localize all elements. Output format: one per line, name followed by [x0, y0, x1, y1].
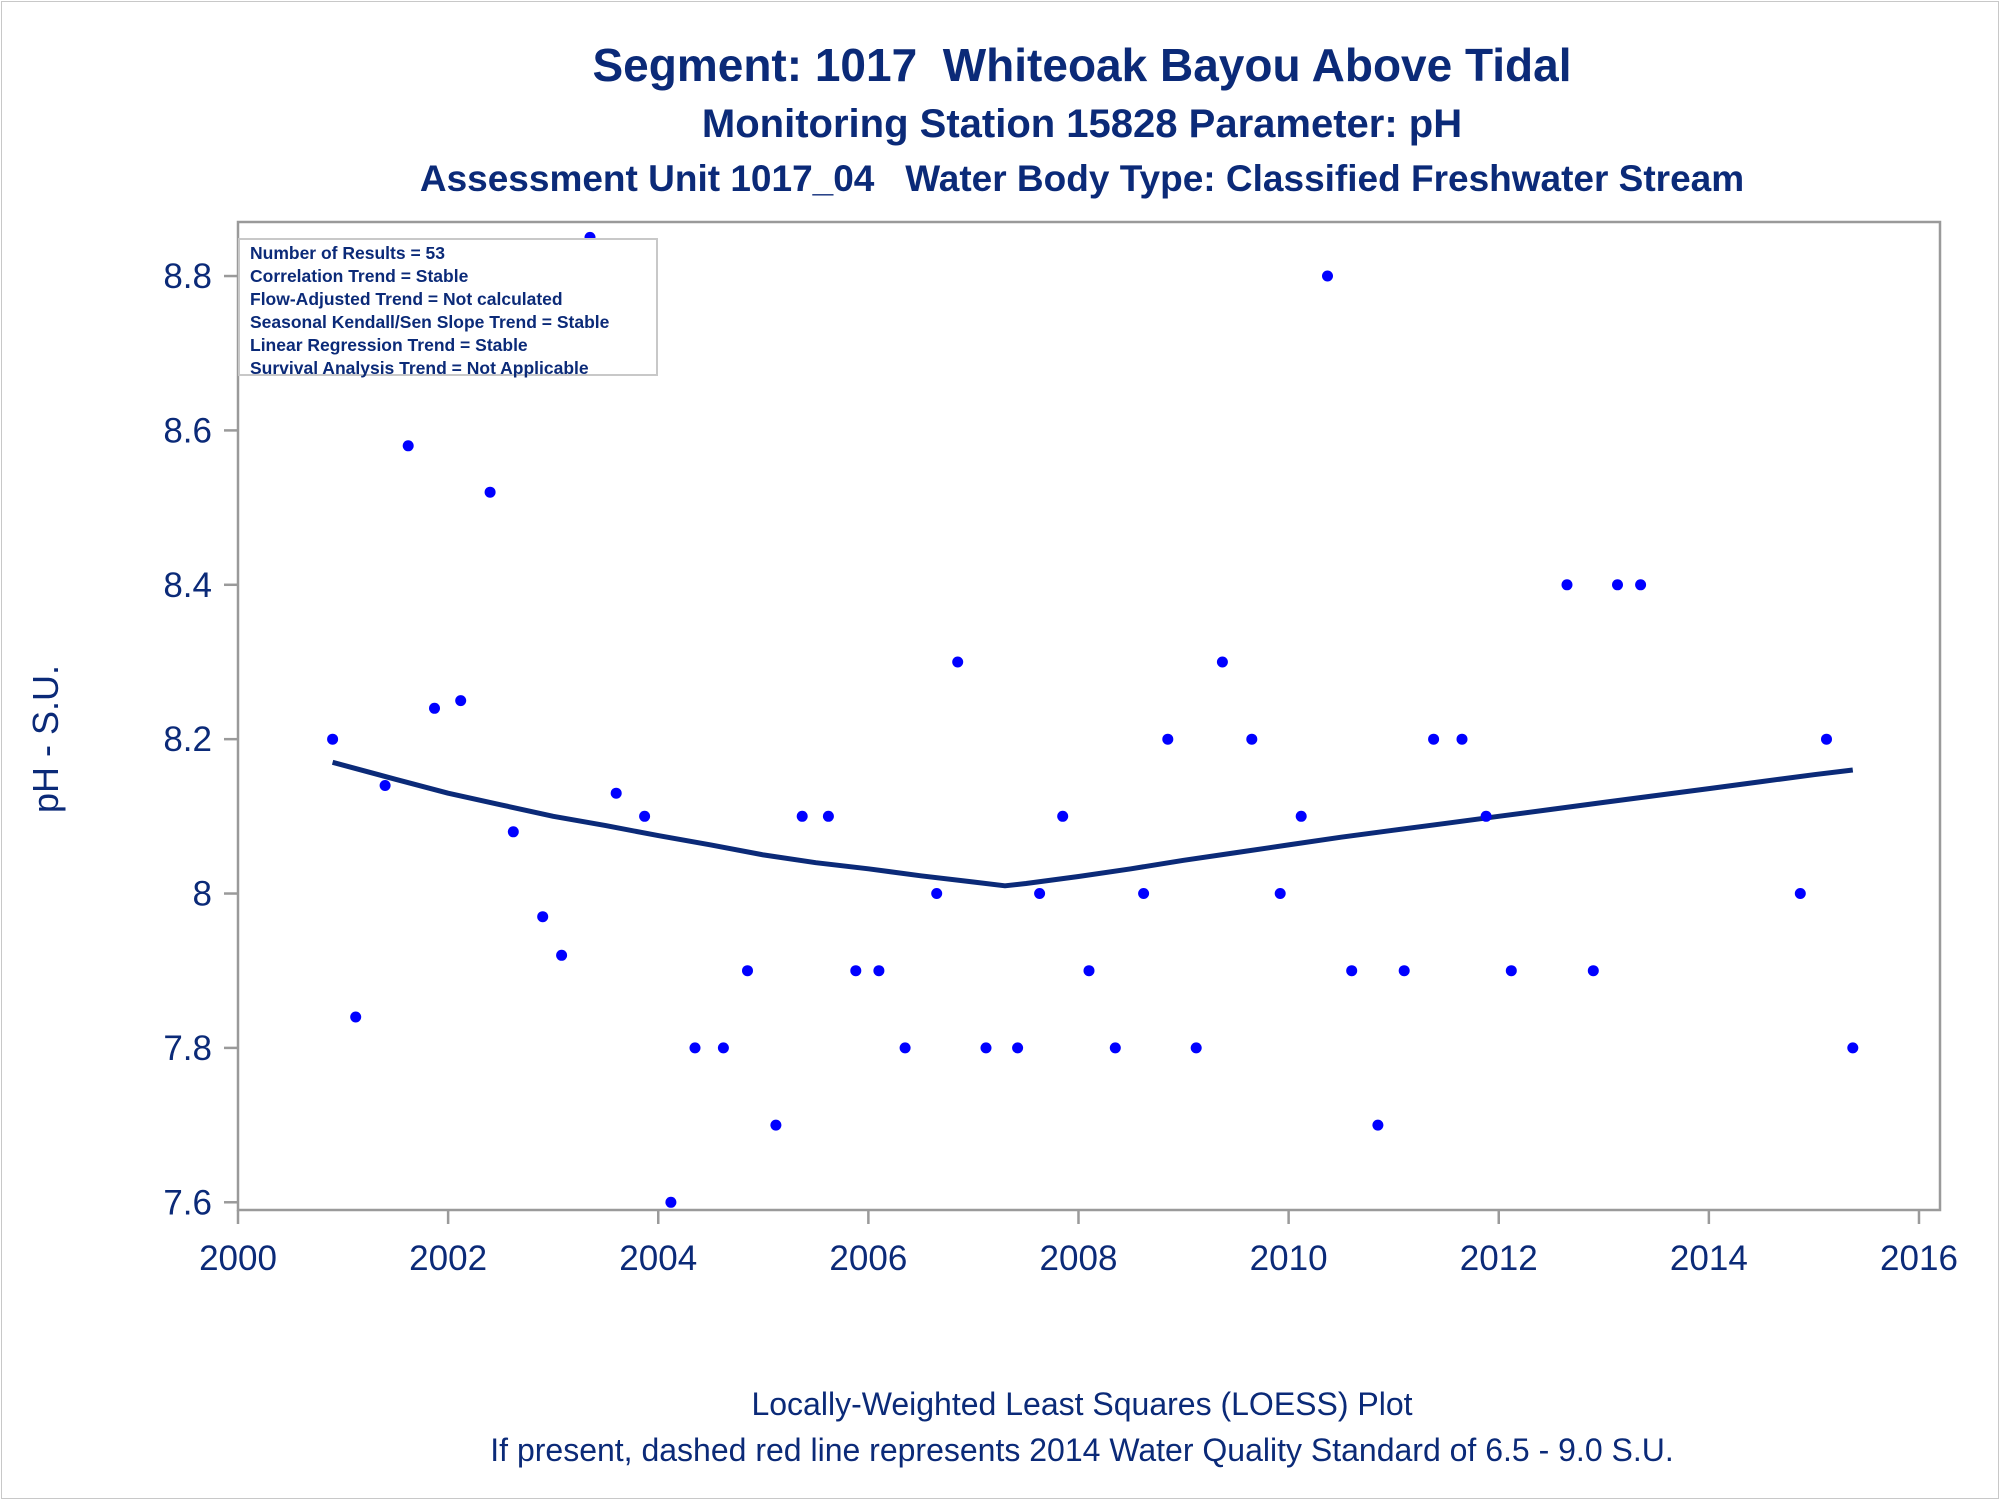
data-point-27: [1012, 1042, 1024, 1054]
data-point-35: [1216, 656, 1228, 668]
y-tick-label-7.6: 7.6: [163, 1183, 212, 1222]
data-point-38: [1295, 810, 1307, 822]
data-point-24: [931, 888, 943, 899]
loess-line: [331, 759, 1854, 889]
y-tick-label-7.8: 7.8: [163, 1029, 212, 1068]
data-point-37: [1274, 888, 1286, 899]
x-tick-label-2010: 2010: [1250, 1239, 1328, 1278]
chart-subtitle-2: Assessment Unit 1017_04 Water Body Type:…: [419, 158, 1745, 199]
data-point-22: [873, 965, 885, 977]
data-point-45: [1480, 810, 1492, 822]
data-point-53: [1847, 1042, 1859, 1054]
data-point-46: [1505, 965, 1517, 977]
data-point-20: [822, 810, 834, 822]
chart-subtitle: Monitoring Station 15828 Parameter: pH: [701, 102, 1463, 146]
data-point-17: [742, 965, 753, 977]
data-point-5: [429, 702, 440, 714]
x-axis: 2000 2002 2004 2006 2008 2010 2012 2014 2016: [199, 1210, 1958, 1278]
data-point-50: [1635, 579, 1647, 591]
data-point-13: [639, 810, 651, 822]
data-point-40: [1346, 965, 1358, 977]
y-tick-label-8.6: 8.6: [163, 411, 212, 450]
data-point-14: [665, 1196, 677, 1208]
footnote-loess: Locally-Weighted Least Squares (LOESS) P…: [751, 1386, 1413, 1422]
data-point-47: [1561, 579, 1573, 591]
data-point-30: [1083, 965, 1095, 977]
data-point-8: [507, 826, 519, 838]
data-point-43: [1428, 733, 1440, 745]
data-point-3: [379, 780, 391, 791]
data-point-42: [1398, 965, 1410, 977]
footnote-standard: If present, dashed red line represents 2…: [490, 1432, 1674, 1468]
data-point-49: [1612, 579, 1623, 591]
data-point-12: [610, 787, 622, 799]
x-tick-label-2016: 2016: [1880, 1239, 1958, 1278]
data-point-9: [537, 911, 549, 923]
data-point-51: [1794, 888, 1806, 899]
y-tick-label-8.2: 8.2: [163, 720, 212, 759]
y-tick-label-8: 8: [193, 875, 212, 914]
data-point-19: [796, 810, 808, 822]
info-flow-adjusted-trend: Flow-Adjusted Trend = Not calculated: [250, 289, 563, 309]
x-tick-label-2006: 2006: [829, 1239, 907, 1278]
data-point-52: [1821, 733, 1832, 745]
chart-title: Segment: 1017 Whiteoak Bayou Above Tidal: [592, 39, 1572, 91]
x-tick-label-2004: 2004: [619, 1239, 697, 1278]
data-point-6: [455, 695, 467, 707]
info-number-of-results: Number of Results = 53: [250, 243, 445, 263]
data-point-18: [770, 1119, 782, 1131]
data-point-26: [980, 1042, 992, 1054]
data-point-1: [327, 733, 339, 745]
data-point-10: [556, 949, 568, 961]
data-point-21: [850, 965, 862, 977]
info-seasonal-kendall-trend: Seasonal Kendall/Sen Slope Trend = Stabl…: [250, 312, 610, 332]
info-linear-regression-trend: Linear Regression Trend = Stable: [250, 335, 528, 355]
data-point-25: [952, 656, 964, 668]
y-tick-label-8.8: 8.8: [163, 257, 212, 296]
x-tick-label-2008: 2008: [1040, 1239, 1118, 1278]
y-tick-label-8.4: 8.4: [163, 566, 212, 605]
x-tick-label-2000: 2000: [199, 1239, 277, 1278]
data-point-2: [350, 1011, 362, 1023]
data-point-48: [1587, 965, 1599, 977]
data-point-7: [484, 486, 496, 498]
data-point-34: [1190, 1042, 1202, 1054]
data-point-29: [1057, 810, 1069, 822]
y-axis: 7.6 7.8 8 8.2 8.4 8.6 8.8: [163, 257, 238, 1222]
data-point-23: [899, 1042, 911, 1054]
info-survival-analysis-trend: Survival Analysis Trend = Not Applicable: [250, 358, 589, 378]
data-point-44: [1456, 733, 1468, 745]
data-point-39: [1322, 270, 1333, 282]
data-point-31: [1109, 1042, 1121, 1054]
x-tick-label-2002: 2002: [409, 1239, 487, 1278]
data-point-16: [717, 1042, 729, 1054]
data-point-36: [1246, 733, 1258, 745]
data-point-32: [1138, 888, 1150, 899]
trend-info-box: Number of Results = 53 Correlation Trend…: [238, 238, 658, 378]
data-point-33: [1162, 733, 1174, 745]
x-tick-label-2014: 2014: [1670, 1239, 1748, 1278]
data-point-28: [1034, 888, 1046, 899]
data-points: [327, 231, 1859, 1208]
plot-area: [236, 220, 1942, 1212]
data-point-15: [689, 1042, 701, 1054]
data-point-4: [402, 440, 414, 452]
info-correlation-trend: Correlation Trend = Stable: [250, 266, 469, 286]
data-point-41: [1372, 1119, 1384, 1131]
x-tick-label-2012: 2012: [1460, 1239, 1538, 1278]
